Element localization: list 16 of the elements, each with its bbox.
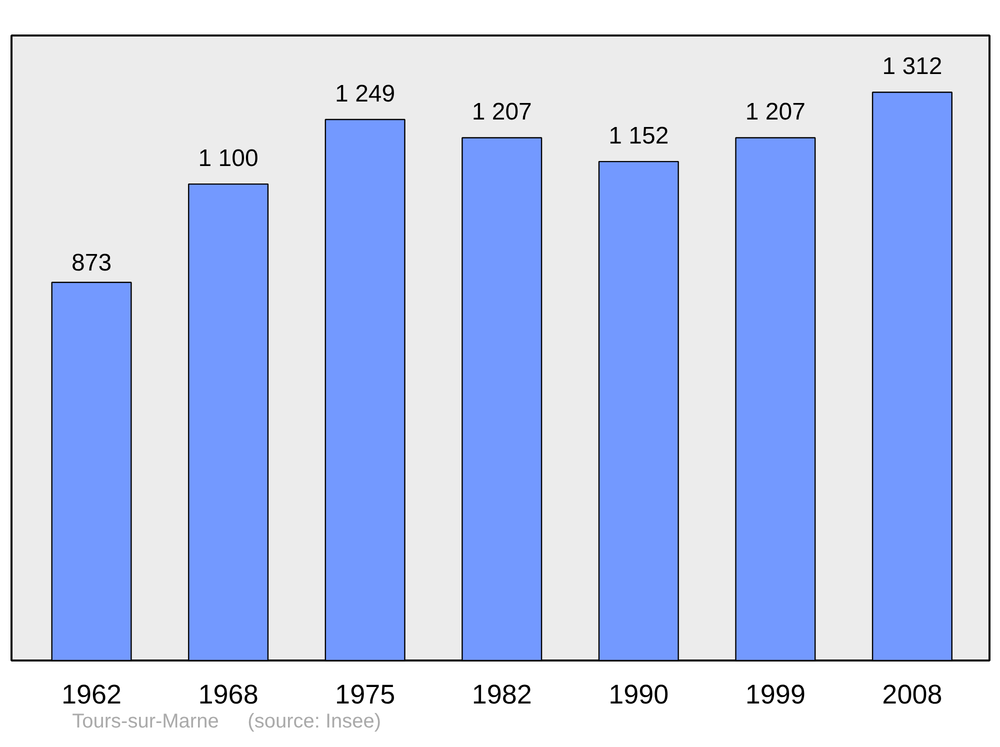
data-label: 1 207 xyxy=(472,98,532,126)
data-label: 873 xyxy=(71,249,112,276)
data-label: 1 207 xyxy=(745,98,806,126)
data-label: 1 152 xyxy=(608,122,669,150)
data-label: 1 100 xyxy=(198,145,258,172)
data-label: 1 249 xyxy=(335,80,396,108)
x-tick-label: 1990 xyxy=(608,680,669,710)
x-tick-label: 2008 xyxy=(882,680,942,710)
x-tick-label: 1982 xyxy=(472,680,532,710)
text: (source: Insee) xyxy=(248,710,382,732)
data-label: 1 312 xyxy=(882,53,942,80)
x-tick-label: 1962 xyxy=(61,680,122,710)
text: Tours-sur-Marne xyxy=(72,710,219,732)
x-tick-label: 1968 xyxy=(198,680,258,710)
x-tick-label: 1999 xyxy=(745,680,806,710)
x-tick-label: 1975 xyxy=(335,680,396,710)
